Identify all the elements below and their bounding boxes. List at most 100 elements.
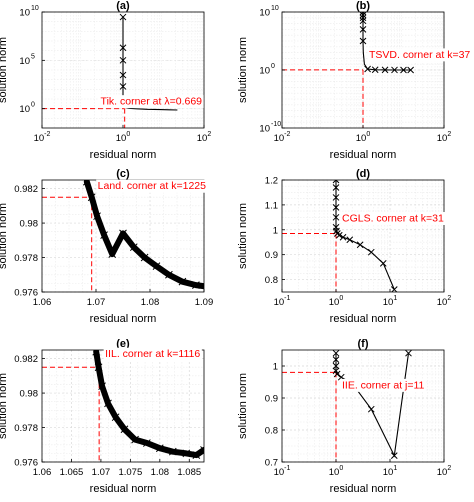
corner-label-background <box>367 48 472 62</box>
x-tick-label: 100 <box>329 295 344 308</box>
x-tick-label: 102 <box>437 131 452 144</box>
data-point <box>339 233 347 241</box>
data-point <box>356 241 364 249</box>
x-tick-exponent: 0 <box>126 131 130 138</box>
data-point <box>119 83 127 90</box>
data-point <box>359 37 367 45</box>
y-axis-label: solution norm <box>0 373 9 439</box>
corner-label-background <box>103 347 202 361</box>
data-point <box>379 260 387 267</box>
axes-box <box>281 179 445 293</box>
data-point <box>104 399 112 408</box>
data-point <box>140 253 149 262</box>
x-tick-exponent: 2 <box>207 131 211 138</box>
y-axis-label: solution norm <box>237 373 249 439</box>
data-point <box>332 356 340 363</box>
data-point <box>359 12 367 19</box>
data-point <box>391 66 398 74</box>
data-point <box>143 439 151 447</box>
data-point <box>119 71 127 79</box>
panel-title: (f) <box>358 338 369 350</box>
data-point <box>155 444 164 453</box>
data-point <box>111 413 120 422</box>
y-tick-label: 0.976 <box>14 458 38 469</box>
data-point <box>359 26 367 33</box>
y-tick-label: 0.8 <box>265 275 278 286</box>
x-axis-label: residual norm <box>90 149 157 161</box>
y-tick-label: 10 <box>259 66 270 77</box>
x-tick-label: 1.07 <box>92 467 111 478</box>
y-tick-label: 0.978 <box>14 253 38 264</box>
x-tick-exponent: 0 <box>339 295 343 302</box>
x-tick-exponent: -1 <box>284 295 290 302</box>
x-tick-label: 1.08 <box>141 297 160 308</box>
corner-label-background <box>99 95 204 109</box>
x-tick-label: 101 <box>383 465 398 478</box>
data-point <box>129 243 138 252</box>
series <box>82 180 212 290</box>
y-tick-label: 10 <box>19 8 30 19</box>
grid <box>281 179 445 292</box>
x-tick-exponent: 2 <box>447 295 451 302</box>
x-tick-label: 100 <box>329 465 344 478</box>
y-tick-label: 1 <box>273 225 278 236</box>
data-point <box>131 435 139 444</box>
y-tick-label: 10 <box>259 8 270 19</box>
y-tick-label: 0.98 <box>20 389 39 400</box>
y-tick-exponent: 10 <box>271 5 279 12</box>
data-point <box>82 180 91 186</box>
x-tick-exponent: 2 <box>447 465 451 472</box>
y-tick-exponent: 0 <box>271 63 275 70</box>
data-point <box>407 66 414 74</box>
data-point <box>119 229 127 238</box>
data-point <box>192 451 201 459</box>
x-tick-label: 100 <box>356 131 371 144</box>
series <box>332 180 398 292</box>
data-point <box>364 65 371 73</box>
y-tick-label: 1.2 <box>265 176 278 187</box>
corner-label-background <box>340 378 427 392</box>
data-point <box>359 17 367 25</box>
y-tick-label: 0.8 <box>265 426 278 437</box>
y-tick-label: 0.978 <box>14 423 38 434</box>
y-tick-exponent: -10 <box>271 121 281 128</box>
data-point <box>205 283 212 290</box>
x-tick-exponent: 1 <box>393 295 397 302</box>
x-axis-label: residual norm <box>90 483 157 495</box>
data-point <box>332 204 340 211</box>
data-point <box>390 286 398 292</box>
x-tick-label: 10-2 <box>34 131 51 144</box>
panel-e: 1.06 1.065 1.07 1.075 1.08 1.085 0.976 0.978 0.9… <box>0 338 205 495</box>
data-point <box>87 193 96 202</box>
x-tick-label: 1.065 <box>60 467 84 478</box>
data-point <box>152 262 161 271</box>
y-axis-label: solution norm <box>0 37 9 103</box>
x-tick-label: 10-1 <box>274 295 291 308</box>
y-tick-label: 0.9 <box>265 250 278 261</box>
x-tick-label: 102 <box>437 295 452 308</box>
data-point <box>165 270 173 279</box>
data-point <box>333 370 341 378</box>
data-point <box>332 180 340 184</box>
x-tick-label: 1.09 <box>195 297 214 308</box>
series <box>332 350 412 459</box>
data-point <box>100 231 108 239</box>
x-tick-exponent: -2 <box>284 131 290 138</box>
panel-title: (e) <box>116 338 130 350</box>
y-tick-label: 0.7 <box>265 458 278 469</box>
x-tick-label: 100 <box>116 131 131 144</box>
y-axis-label: solution norm <box>0 203 9 269</box>
data-point <box>119 44 127 52</box>
x-tick-label: 101 <box>383 295 398 308</box>
data-point <box>120 425 129 434</box>
panel-f: 1 0 -1 100 101 102 0.7 0.8 0.9 1 (f) residual norm s… <box>237 338 451 495</box>
y-axis-label: solution norm <box>237 37 249 103</box>
grid <box>41 180 205 293</box>
panel-c: 1.06 1.07 1.08 1.09 0.976 0.978 0.98 0.982 (c) re… <box>0 168 213 325</box>
axes-box <box>281 349 445 463</box>
corner-label-background <box>96 179 208 193</box>
data-point <box>178 277 187 286</box>
x-axis-label: residual norm <box>330 313 397 325</box>
